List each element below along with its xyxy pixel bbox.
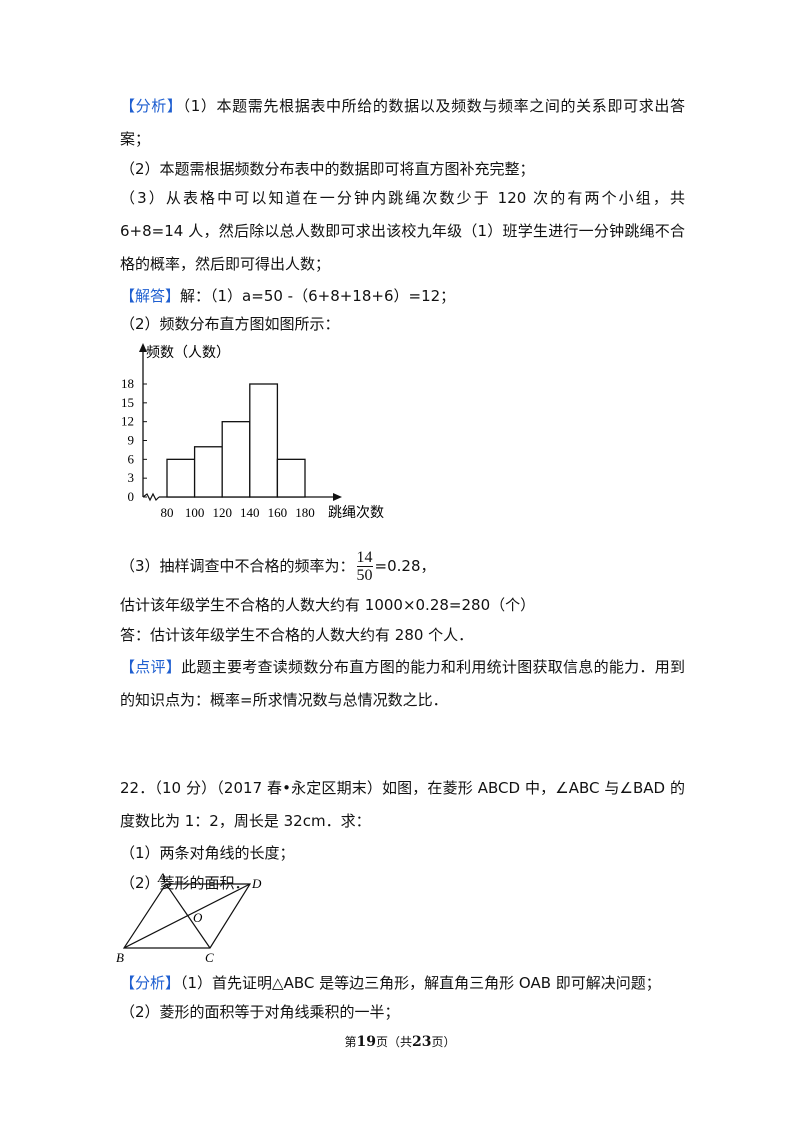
vertex-label: O	[193, 910, 203, 925]
rhombus-diagram: A B C D O	[116, 870, 262, 965]
paragraph: 22．（10 分）（2017 春•永定区期末）如图，在菱形 ABCD 中，∠AB…	[120, 772, 685, 838]
tag: 【分析】	[120, 97, 183, 115]
y-tick-label: 12	[121, 414, 134, 429]
paragraph: 答：估计该年级学生不合格的人数大约有 280 个人．	[120, 619, 685, 652]
numerator: 14	[356, 549, 373, 566]
page-number: 19	[356, 1034, 376, 1050]
footer-text: 第	[344, 1035, 357, 1049]
diagonal	[123, 883, 251, 949]
x-tick-label: 180	[295, 505, 315, 520]
y-axis-label: 频数（人数）	[146, 345, 230, 361]
paragraph: （1）两条对角线的长度；	[120, 837, 685, 870]
x-tick-label: 140	[240, 505, 260, 520]
footer-text: 页（共	[375, 1035, 412, 1049]
bar	[249, 383, 279, 498]
text: （1）两条对角线的长度；	[120, 844, 295, 862]
paragraph: 【点评】此题主要考查读频数分布直方图的能力和利用统计图获取信息的能力．用到的知识…	[120, 651, 685, 717]
paragraph: （2）菱形的面积．	[120, 867, 685, 900]
text: （1）本题需先根据表中所给的数据以及频数与频率之间的关系即可求出答案；	[120, 97, 685, 148]
footer-text: 页）	[431, 1035, 456, 1049]
text: 估计该年级学生不合格的人数大约有 1000×0.28=280（个）	[120, 596, 536, 614]
x-tick-label: 160	[268, 505, 288, 520]
bar	[193, 446, 223, 498]
text: =0.28，	[374, 557, 436, 575]
paragraph: （2）本题需根据频数分布表中的数据即可将直方图补充完整；	[120, 153, 685, 186]
paragraph: 【分析】（1）首先证明△ABC 是等边三角形，解直角三角形 OAB 即可解决问题…	[120, 967, 685, 1000]
x-tick-label: 120	[212, 505, 232, 520]
y-tick-label: 6	[128, 451, 135, 466]
bar	[221, 421, 251, 498]
paragraph: 【解答】解：（1）a=50 -（6+8+18+6）=12；	[120, 280, 685, 313]
text: （1）首先证明△ABC 是等边三角形，解直角三角形 OAB 即可解决问题；	[180, 974, 661, 992]
vertex-label: B	[116, 950, 124, 965]
text: （2）频数分布直方图如图所示：	[120, 315, 340, 333]
footer: 第19页（共23页）	[0, 1033, 800, 1050]
y-tick-label: 3	[128, 470, 135, 485]
paragraph: （3）抽样调查中不合格的频率为： 14 50 =0.28，	[120, 549, 685, 584]
paragraph: 【分析】（1）本题需先根据表中所给的数据以及频数与频率之间的关系即可求出答案；	[120, 90, 685, 156]
vertex-label: C	[205, 950, 214, 965]
text: （2）菱形的面积等于对角线乘积的一半；	[120, 1003, 400, 1021]
page-total: 23	[412, 1034, 432, 1050]
arrow	[333, 493, 342, 501]
rhombus	[122, 883, 252, 949]
text: （3）抽样调查中不合格的频率为：	[120, 557, 355, 575]
histogram: 频数（人数） 跳绳次数 0 3 6 9 12 15 18 80 100 120 140 160 180	[121, 343, 384, 521]
x-tick-label: 100	[185, 505, 205, 520]
paragraph: 估计该年级学生不合格的人数大约有 1000×0.28=280（个）	[120, 589, 685, 622]
tag: 【点评】	[120, 658, 182, 676]
paragraph: （2）菱形的面积等于对角线乘积的一半；	[120, 996, 685, 1029]
text: 此题主要考查读频数分布直方图的能力和利用统计图获取信息的能力．用到的知识点为：概…	[120, 658, 685, 709]
text: 答：估计该年级学生不合格的人数大约有 280 个人．	[120, 626, 474, 644]
vertex-label: D	[251, 876, 262, 891]
tag: 【解答】	[120, 287, 181, 305]
text: （3）从表格中可以知道在一分钟内跳绳次数少于 120 次的有两个小组，共 6+8…	[120, 189, 685, 273]
x-tick-label: 80	[161, 505, 174, 520]
bar	[276, 458, 306, 498]
paragraph: （2）频数分布直方图如图所示：	[120, 308, 685, 341]
y-tick-label: 9	[128, 433, 135, 448]
x-axis-label: 跳绳次数	[328, 505, 384, 521]
text: 22．（10 分）（2017 春•永定区期末）如图，在菱形 ABCD 中，∠AB…	[120, 779, 685, 830]
y-tick-label: 0	[128, 489, 135, 504]
text: 解：（1）a=50 -（6+8+18+6）=12；	[180, 287, 456, 305]
text: （2）菱形的面积．	[120, 874, 250, 892]
bar	[166, 458, 196, 498]
denominator: 50	[356, 566, 373, 584]
paragraph: （3）从表格中可以知道在一分钟内跳绳次数少于 120 次的有两个小组，共 6+8…	[120, 182, 685, 281]
vertex-label: A	[157, 870, 166, 885]
text: （2）本题需根据频数分布表中的数据即可将直方图补充完整；	[120, 160, 535, 178]
y-tick-label: 18	[121, 376, 134, 391]
arrow	[139, 343, 147, 352]
y-tick-label: 15	[121, 395, 134, 410]
tag: 【分析】	[120, 974, 181, 992]
fraction: 14 50	[356, 549, 373, 584]
axis-break	[142, 492, 160, 502]
